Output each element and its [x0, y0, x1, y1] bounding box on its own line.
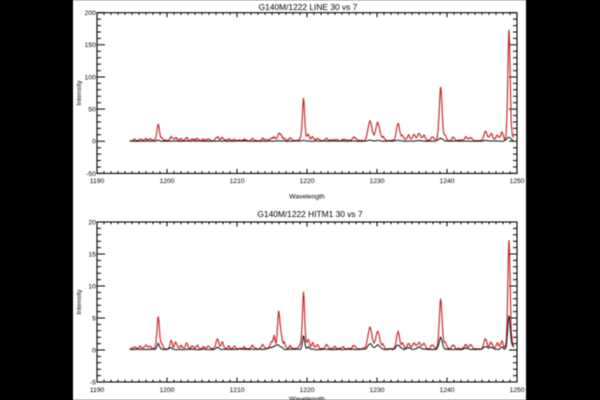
svg-text:Intensity: Intensity: [76, 80, 83, 106]
svg-text:20: 20: [88, 219, 96, 226]
svg-text:150: 150: [85, 42, 97, 49]
svg-text:15: 15: [88, 251, 96, 258]
svg-text:1200: 1200: [159, 178, 174, 185]
svg-text:1190: 1190: [90, 387, 105, 394]
svg-text:1250: 1250: [509, 387, 524, 394]
svg-text:1210: 1210: [229, 387, 244, 394]
svg-text:1190: 1190: [90, 178, 105, 185]
svg-text:1230: 1230: [369, 387, 384, 394]
svg-text:0: 0: [92, 139, 96, 146]
svg-text:1220: 1220: [299, 178, 314, 185]
svg-text:1230: 1230: [369, 178, 384, 185]
svg-text:1240: 1240: [439, 178, 454, 185]
svg-text:1220: 1220: [299, 387, 314, 394]
svg-text:-50: -50: [86, 171, 96, 178]
svg-text:0: 0: [92, 347, 96, 354]
svg-text:1250: 1250: [509, 178, 524, 185]
svg-text:10: 10: [88, 283, 96, 290]
svg-text:1210: 1210: [229, 178, 244, 185]
svg-text:Wavelength: Wavelength: [289, 396, 325, 400]
svg-text:1200: 1200: [159, 387, 174, 394]
svg-text:-5: -5: [90, 379, 96, 386]
svg-text:100: 100: [85, 74, 97, 81]
svg-text:Intensity: Intensity: [76, 289, 83, 315]
svg-text:1240: 1240: [439, 387, 454, 394]
svg-text:5: 5: [92, 315, 96, 322]
svg-text:50: 50: [88, 107, 96, 114]
svg-text:G140M/1222 HITM1 30 vs 7: G140M/1222 HITM1 30 vs 7: [257, 209, 363, 219]
svg-text:G140M/1222 LINE 30 vs 7: G140M/1222 LINE 30 vs 7: [259, 2, 358, 12]
svg-text:Wavelength: Wavelength: [289, 193, 325, 200]
svg-text:200: 200: [85, 10, 97, 17]
